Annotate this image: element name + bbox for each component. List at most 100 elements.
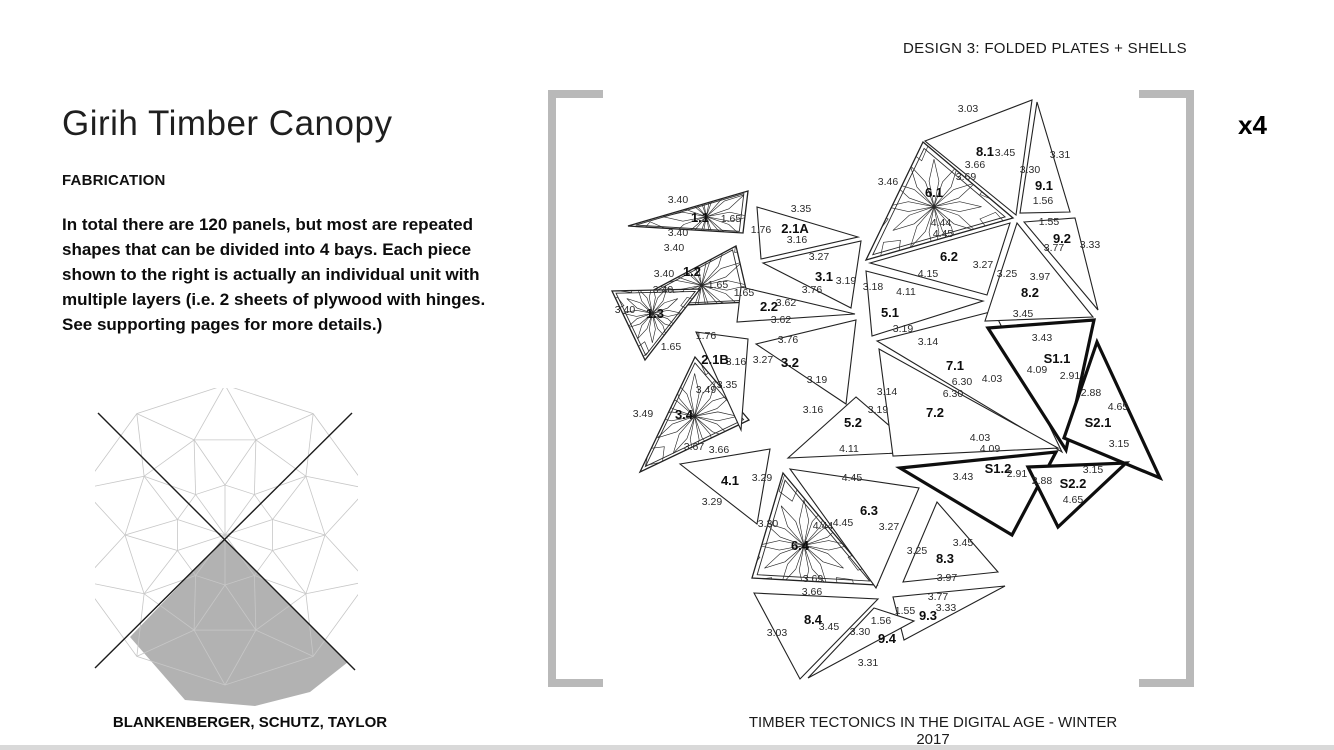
panel-9.4-shape (807, 607, 916, 679)
girih-star-ornament (752, 473, 877, 585)
dim-label: 3.19 (807, 374, 828, 386)
panel-8.3-shape (902, 500, 1000, 583)
dim-label: 3.43 (953, 471, 974, 483)
dim-label: 1.55 (895, 605, 916, 617)
dim-label: 4.45 (842, 472, 863, 484)
panel-1.3-shape (610, 288, 702, 362)
dim-label: 3.35 (717, 379, 738, 391)
panel-6.1: 6.1 (864, 140, 1015, 262)
panel-7.1-label: 7.1 (946, 358, 964, 373)
dim-label: 3.40 (653, 284, 674, 296)
page-title: Girih Timber Canopy (62, 104, 393, 143)
panel-6.4: 6.4 (751, 471, 879, 586)
girih-star-ornament (612, 289, 699, 360)
panel-6.3-shape (788, 468, 920, 590)
dim-label: 3.25 (907, 545, 928, 557)
dim-label: 3.69 (803, 573, 824, 585)
panel-8.2-label: 8.2 (1021, 285, 1039, 300)
panel-6.4-label: 6.4 (791, 538, 810, 553)
dim-label: 3.29 (752, 472, 773, 484)
dim-label: 1.56 (871, 615, 892, 627)
dim-label: 2.91 (1007, 468, 1028, 480)
panel-7.2-shape (878, 347, 1060, 457)
panel-3.4: 3.4 (638, 355, 751, 474)
dim-label: 3.40 (654, 268, 675, 280)
dim-label: 3.14 (877, 386, 898, 398)
panel-1.2-label: 1.2 (683, 264, 701, 279)
panel-9.1-shape (1019, 101, 1071, 214)
panel-2.2-shape (736, 286, 856, 323)
dim-label: 3.45 (953, 537, 974, 549)
panel-4.1-shape (678, 448, 771, 525)
panel-5.2: 5.2 (786, 396, 922, 459)
panel-1.1: 1.1 (627, 190, 749, 234)
dim-label: 4.11 (839, 443, 859, 455)
panel-8.3: 8.3 (902, 500, 1000, 583)
multiplier-label: x4 (1238, 110, 1267, 140)
panel-5.2-shape (786, 396, 922, 459)
panel-8.4: 8.4 (753, 592, 880, 680)
panel-2.1B: 2.1B (695, 331, 749, 433)
dim-label: 1.55 (1039, 216, 1060, 228)
dim-label: 3.30 (1020, 164, 1041, 176)
left-bracket (548, 90, 603, 687)
panel-layout-diagram: 1.1 1.2 1.3 3.4 6.1 6.4 2.1A 2.1B 2.2 3.1 3.2 4.1 5.… (610, 99, 1164, 680)
panel-7.2: 7.2 (878, 347, 1060, 457)
panel-9.4: 9.4 (807, 607, 916, 679)
panel-S2.2-label: S2.2 (1060, 476, 1087, 491)
dim-label: 3.25 (997, 268, 1018, 280)
panel-2.1B-label: 2.1B (701, 352, 728, 367)
panel-6.2: 6.2 (867, 222, 1011, 296)
section-subtitle: FABRICATION (62, 172, 166, 189)
plan-view-mesh (95, 388, 358, 706)
panel-9.2: 9.2 (1022, 217, 1099, 311)
dim-label: 3.31 (858, 657, 879, 669)
panel-7.1-shape (875, 310, 1064, 454)
panel-6.2-label: 6.2 (940, 249, 958, 264)
panel-7.2-label: 7.2 (926, 405, 944, 420)
dim-label: 2.88 (1081, 387, 1102, 399)
dim-label: 4.09 (1027, 364, 1048, 376)
dim-label: 3.19 (836, 275, 857, 287)
plan-view-diagram (94, 388, 358, 706)
dim-label: 3.14 (918, 336, 939, 348)
dim-label: 3.33 (936, 602, 957, 614)
dim-label: 4.03 (970, 432, 991, 444)
dim-label: 3.18 (863, 281, 884, 293)
dim-label: 3.27 (809, 251, 830, 263)
dim-label: 3.76 (778, 334, 799, 346)
panel-8.4-shape (753, 592, 880, 680)
dim-label: 3.49 (633, 408, 654, 420)
dim-label: 2.88 (1032, 475, 1053, 487)
dim-label: 3.45 (1013, 308, 1034, 320)
dim-label: 3.97 (1030, 271, 1051, 283)
dim-label: 3.40 (668, 227, 689, 239)
panel-5.2-label: 5.2 (844, 415, 862, 430)
dim-label: 3.30 (850, 626, 871, 638)
dim-label: 3.31 (1050, 149, 1071, 161)
dim-label: 3.45 (819, 621, 840, 633)
dim-label: 6.30 (952, 376, 973, 388)
panel-5.1: 5.1 (865, 270, 986, 337)
panel-8.1-label: 8.1 (976, 144, 994, 159)
panel-3.2: 3.2 (754, 319, 857, 405)
dim-label: 1.65 (734, 287, 755, 299)
panel-1.1-shape (627, 190, 749, 234)
panel-6.1-label: 6.1 (925, 185, 943, 200)
dim-label: 3.03 (767, 627, 788, 639)
dim-label: 1.65 (661, 341, 682, 353)
dim-label: 3.27 (879, 521, 900, 533)
dim-label: 1.76 (696, 330, 717, 342)
right-bracket (1139, 90, 1194, 687)
panel-9.2-label: 9.2 (1053, 231, 1071, 246)
dim-label: 1.65 (721, 213, 742, 225)
panel-8.2: 8.2 (984, 221, 1095, 322)
panel-5.1-label: 5.1 (881, 305, 899, 320)
panel-S1.1-label: S1.1 (1044, 351, 1071, 366)
panel-9.3: 9.3 (892, 585, 1006, 641)
dim-label: 3.49 (696, 384, 717, 396)
panel-9.2-shape (1022, 217, 1099, 311)
panel-1.3: 1.3 (610, 288, 702, 362)
panel-3.1-shape (761, 240, 862, 309)
